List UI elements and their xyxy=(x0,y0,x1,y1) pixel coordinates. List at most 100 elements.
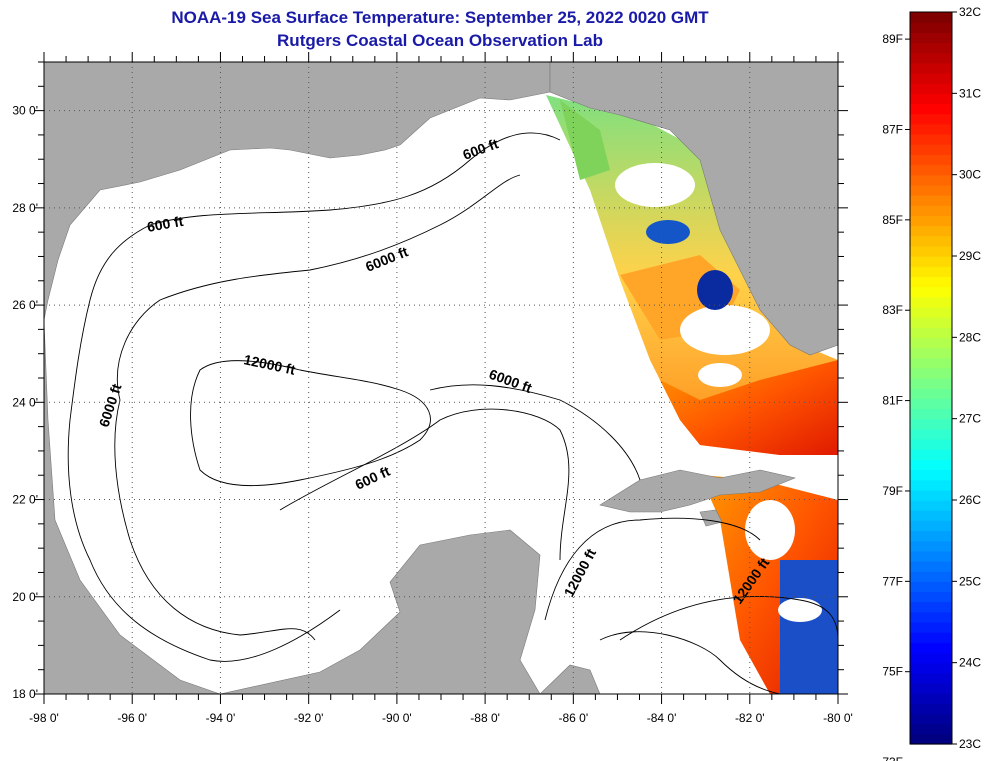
colorbar-f-label: 89F xyxy=(882,32,903,46)
contour-shelf xyxy=(599,631,781,694)
colorbar-swatch xyxy=(910,83,952,94)
latitude-axis: 18 0' 20 0' 22 0' 24 0' 26 0' 28 0' 30 0' xyxy=(12,61,848,701)
colorbar-f-label: 79F xyxy=(882,484,903,498)
colorbar-swatch xyxy=(910,62,952,74)
colorbar-swatch xyxy=(910,733,952,745)
land-florida xyxy=(549,62,838,356)
colorbar-swatch xyxy=(910,601,952,613)
colorbar-f-label: 77F xyxy=(882,574,903,588)
colorbar-swatch xyxy=(910,683,952,694)
colorbar-swatch xyxy=(910,632,952,643)
y-tick-label: 22 0' xyxy=(12,493,38,507)
colorbar-swatch xyxy=(910,337,952,349)
colorbar-swatch xyxy=(910,439,952,450)
graticule xyxy=(44,62,838,694)
x-tick-label: -92 0' xyxy=(294,711,324,725)
y-tick-label: 28 0' xyxy=(12,201,38,215)
colorbar-swatch xyxy=(910,235,952,247)
colorbar-swatch xyxy=(910,428,952,440)
colorbar-swatch xyxy=(910,184,952,196)
land-cuba xyxy=(599,469,797,513)
colorbar-swatch xyxy=(910,479,952,491)
colorbar-fahrenheit-labels: 89F 87F 85F 83F 81F 79F 77F 75F 73F xyxy=(882,32,910,761)
contour-6000ft xyxy=(114,399,316,641)
colorbar-swatch xyxy=(910,408,952,420)
bathymetry-contours xyxy=(67,132,838,694)
colorbar-gradient xyxy=(910,12,952,745)
colorbar-c-label: 26C xyxy=(959,493,981,507)
colorbar-swatch xyxy=(910,388,952,399)
colorbar-swatch xyxy=(910,164,952,176)
colorbar-swatch xyxy=(910,693,952,704)
contour-12000ft xyxy=(190,360,431,487)
colorbar-swatch xyxy=(910,357,952,369)
y-tick-label: 20 0' xyxy=(12,590,38,604)
colorbar-swatch xyxy=(910,276,952,288)
colorbar-swatch xyxy=(910,296,952,308)
colorbar-swatch xyxy=(910,266,952,277)
colorbar-f-label: 73F xyxy=(882,755,903,761)
land-cuba-isle xyxy=(699,509,723,527)
colorbar-swatch xyxy=(910,154,952,166)
colorbar-swatch xyxy=(910,550,952,562)
x-tick-label: -84 0' xyxy=(647,711,677,725)
colorbar-swatch xyxy=(910,205,952,216)
colorbar-swatch xyxy=(910,723,952,735)
colorbar-swatch xyxy=(910,398,952,410)
colorbar-swatch xyxy=(910,12,952,23)
x-tick-label: -86 0' xyxy=(559,711,589,725)
colorbar-swatch xyxy=(910,245,952,257)
colorbar-swatch xyxy=(910,317,952,328)
colorbar-swatch xyxy=(910,581,952,593)
colorbar-c-label: 32C xyxy=(959,5,981,19)
colorbar-c-label: 23C xyxy=(959,737,981,751)
colorbar-swatch xyxy=(910,510,952,521)
longitude-axis: -98 0' -96 0' -94 0' -92 0' -90 0' -88 0' -86 … xyxy=(29,52,853,725)
colorbar-border xyxy=(909,11,953,745)
colorbar-c-label: 29C xyxy=(959,249,981,263)
x-tick-label: -98 0' xyxy=(29,711,59,725)
colorbar-c-label: 28C xyxy=(959,330,981,344)
x-tick-label: -82 0' xyxy=(735,711,765,725)
colorbar-swatch xyxy=(910,500,952,511)
colorbar-swatch xyxy=(910,652,952,664)
x-tick-label: -94 0' xyxy=(206,711,236,725)
contour-6000ft xyxy=(429,384,641,481)
y-tick-label: 30 0' xyxy=(12,104,38,118)
x-tick-label: -96 0' xyxy=(117,711,147,725)
land-yucatan xyxy=(219,529,541,694)
colorbar-swatch xyxy=(910,662,952,674)
colorbar-swatch xyxy=(910,611,952,623)
map-title: NOAA-19 Sea Surface Temperature: Septemb… xyxy=(171,8,709,27)
colorbar-swatch xyxy=(910,469,952,481)
colorbar-swatch xyxy=(910,215,952,227)
colorbar-swatch xyxy=(910,73,952,84)
colorbar-swatch xyxy=(910,449,952,460)
colorbar-swatch xyxy=(910,530,952,542)
map-subtitle: Rutgers Coastal Ocean Observation Lab xyxy=(277,31,603,50)
colorbar-swatch xyxy=(910,672,952,684)
colorbar-swatch xyxy=(910,42,952,54)
colorbar-swatch xyxy=(910,622,952,633)
colorbar-swatch xyxy=(910,642,952,654)
land-north-america xyxy=(44,62,551,321)
colorbar-swatch xyxy=(910,134,952,145)
colorbar-c-label: 25C xyxy=(959,574,981,588)
colorbar-celsius-labels: 32C 31C 30C 29C 28C 27C 26C 25C 24C 23C xyxy=(952,5,981,751)
colorbar-swatch xyxy=(910,591,952,603)
colorbar-swatch xyxy=(910,52,952,64)
colorbar-swatch xyxy=(910,571,952,582)
colorbar-swatch xyxy=(910,347,952,359)
colorbar-swatch xyxy=(910,306,952,318)
colorbar-swatch xyxy=(910,93,952,105)
x-tick-label: -88 0' xyxy=(470,711,500,725)
colorbar-c-label: 30C xyxy=(959,168,981,182)
colorbar-f-label: 75F xyxy=(882,665,903,679)
contour-12000ft xyxy=(544,517,761,621)
colorbar-swatch xyxy=(910,174,952,186)
colorbar-swatch xyxy=(910,123,952,135)
contour-600ft xyxy=(149,132,561,226)
colorbar-c-label: 27C xyxy=(959,412,981,426)
contour-label: 600 ft xyxy=(146,213,185,235)
